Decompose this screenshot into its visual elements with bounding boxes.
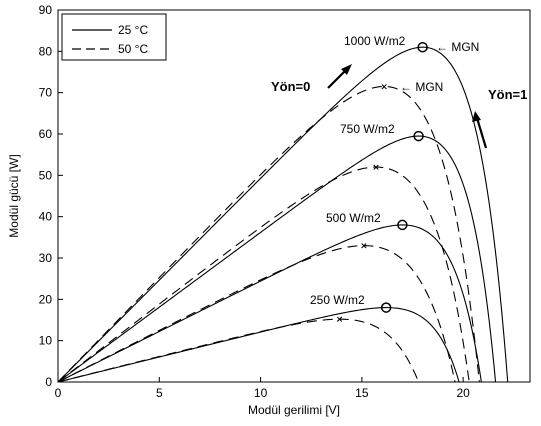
y-tick-label: 70 [39, 86, 53, 100]
y-tick-label: 90 [39, 3, 53, 17]
label-750: 750 W/m2 [340, 122, 395, 136]
label-direction-right: Yön=1 [488, 87, 527, 102]
legend-label-50: 50 °C [118, 42, 148, 56]
arrow-right-head [472, 111, 481, 122]
label-1000: 1000 W/m2 [344, 34, 406, 48]
x-axis-label: Modül gerilimi [V] [248, 403, 340, 417]
mpp-x-marker: × [360, 242, 368, 252]
direction-arrows [327, 64, 488, 149]
mpp-x-marker: × [380, 82, 388, 92]
legend: 25 °C 50 °C [61, 13, 167, 61]
pv-curve-50c [57, 166, 470, 383]
axis-ticks-group: 0 5 10 15 20 0 10 20 30 40 50 60 70 80 90 [39, 3, 471, 400]
x-tick-label: 0 [55, 386, 62, 400]
label-500: 500 W/m2 [326, 211, 381, 225]
y-tick-label: 40 [39, 210, 53, 224]
mpp-circle-marker [413, 130, 424, 142]
mpp-circle-marker [380, 302, 392, 313]
plot-area [57, 9, 531, 383]
mpp-markers-group: × × × × [336, 41, 428, 325]
pv-curve-50c [57, 318, 420, 383]
y-tick-label: 50 [39, 168, 53, 182]
y-axis-label: Modül gücü [W] [7, 154, 21, 237]
x-tick-label: 20 [456, 386, 470, 400]
y-tick-label: 30 [39, 251, 53, 265]
label-mgn-dashed: ← MGN [400, 80, 443, 94]
mpp-x-marker: × [372, 163, 380, 173]
y-tick-label: 80 [39, 44, 53, 58]
y-tick-label: 60 [39, 127, 53, 141]
pv-curve-25c [57, 46, 509, 383]
legend-label-25: 25 °C [118, 23, 148, 37]
label-250: 250 W/m2 [310, 293, 365, 307]
pv-curve-25c [57, 224, 482, 383]
legend-box [61, 13, 167, 61]
arrow-right-shaft [475, 117, 488, 149]
y-tick-label: 0 [45, 375, 52, 389]
label-direction-left: Yön=0 [271, 79, 310, 94]
x-tick-label: 5 [156, 386, 163, 400]
x-tick-label: 10 [254, 386, 268, 400]
y-tick-label: 10 [39, 334, 53, 348]
arrow-left-head [341, 64, 352, 75]
y-tick-label: 20 [39, 292, 53, 306]
mpp-circle-marker [417, 41, 428, 53]
mpp-circle-marker [397, 219, 408, 231]
pv-curve-50c [57, 85, 480, 383]
x-tick-label: 15 [355, 386, 369, 400]
label-mgn-solid: ← MGN [436, 40, 479, 54]
mpp-x-marker: × [336, 315, 344, 325]
